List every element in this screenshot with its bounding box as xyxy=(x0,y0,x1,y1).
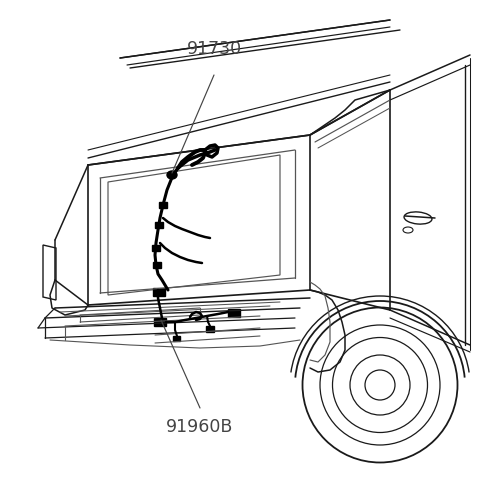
Bar xyxy=(152,245,160,251)
Bar xyxy=(173,336,180,341)
Bar xyxy=(153,288,165,296)
Bar xyxy=(153,262,161,268)
Bar xyxy=(159,202,167,208)
Bar xyxy=(155,222,163,228)
Ellipse shape xyxy=(167,171,177,179)
Bar xyxy=(228,309,240,317)
Bar xyxy=(154,318,166,326)
Text: 91960B: 91960B xyxy=(166,418,234,436)
Text: 91730: 91730 xyxy=(186,40,241,58)
Bar xyxy=(206,326,214,332)
